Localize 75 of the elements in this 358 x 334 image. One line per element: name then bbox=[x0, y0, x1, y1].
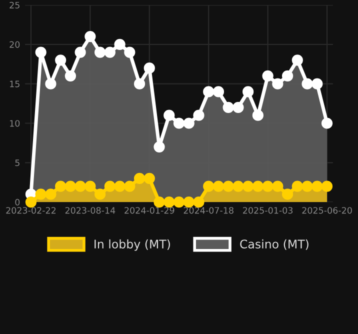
point bbox=[64, 70, 76, 82]
point bbox=[25, 196, 37, 208]
point bbox=[262, 180, 274, 192]
point bbox=[262, 70, 274, 82]
point bbox=[134, 78, 146, 90]
point bbox=[193, 196, 204, 208]
point bbox=[212, 86, 224, 98]
y-tick-label: 5 bbox=[15, 160, 20, 166]
point bbox=[183, 196, 194, 208]
point bbox=[282, 188, 294, 200]
point bbox=[312, 78, 323, 90]
point bbox=[183, 118, 194, 129]
x-tick-label: 2024-01-29 bbox=[124, 207, 174, 214]
point bbox=[154, 196, 165, 208]
point bbox=[164, 196, 175, 208]
x-tick-label: 2023-08-14 bbox=[65, 207, 116, 214]
point bbox=[272, 78, 284, 90]
point bbox=[104, 46, 116, 58]
point bbox=[154, 141, 165, 152]
point bbox=[282, 70, 294, 82]
point bbox=[114, 38, 126, 50]
point bbox=[74, 180, 86, 192]
x-tick-label: 2025-01-03 bbox=[243, 207, 293, 214]
point bbox=[94, 188, 106, 200]
point bbox=[292, 54, 303, 66]
point bbox=[203, 86, 214, 98]
point bbox=[164, 110, 175, 121]
point bbox=[312, 180, 323, 192]
y-tick-label: 0 bbox=[15, 198, 20, 206]
point bbox=[232, 180, 244, 192]
y-tick-label: 10 bbox=[10, 120, 20, 127]
point bbox=[55, 54, 66, 66]
point bbox=[84, 180, 96, 192]
point bbox=[302, 78, 313, 90]
y-tick-label: 15 bbox=[10, 80, 20, 88]
x-tick-label: 2025-06-20 bbox=[302, 207, 352, 214]
point bbox=[124, 46, 136, 58]
point bbox=[212, 180, 224, 192]
point bbox=[74, 46, 86, 58]
point bbox=[173, 196, 185, 208]
point bbox=[292, 180, 303, 192]
point bbox=[55, 180, 66, 192]
point bbox=[203, 180, 214, 192]
point bbox=[173, 118, 185, 129]
point bbox=[302, 180, 313, 192]
point bbox=[35, 188, 46, 200]
point bbox=[321, 118, 333, 129]
point bbox=[193, 110, 204, 121]
point bbox=[272, 180, 284, 192]
point bbox=[94, 46, 106, 58]
point bbox=[45, 188, 56, 200]
point bbox=[84, 30, 96, 42]
point bbox=[144, 62, 155, 74]
point bbox=[252, 110, 264, 121]
point bbox=[232, 102, 244, 114]
point bbox=[242, 86, 254, 98]
point bbox=[45, 78, 56, 90]
point bbox=[134, 172, 146, 184]
point bbox=[144, 172, 155, 184]
point bbox=[104, 180, 116, 192]
point bbox=[124, 180, 136, 192]
point bbox=[242, 180, 254, 192]
point bbox=[321, 180, 333, 192]
point bbox=[222, 102, 234, 114]
legend-label: Casino (MT) bbox=[240, 239, 308, 250]
y-tick-label: 20 bbox=[10, 41, 20, 48]
point bbox=[35, 46, 46, 58]
point bbox=[64, 180, 76, 192]
point bbox=[222, 180, 234, 192]
x-tick-label: 2024-07-18 bbox=[184, 207, 234, 214]
point bbox=[252, 180, 264, 192]
legend-label: In lobby (MT) bbox=[94, 239, 170, 251]
point bbox=[114, 180, 126, 192]
y-tick-label: 25 bbox=[10, 2, 20, 8]
x-tick-label: 2023-02-22 bbox=[6, 207, 56, 214]
